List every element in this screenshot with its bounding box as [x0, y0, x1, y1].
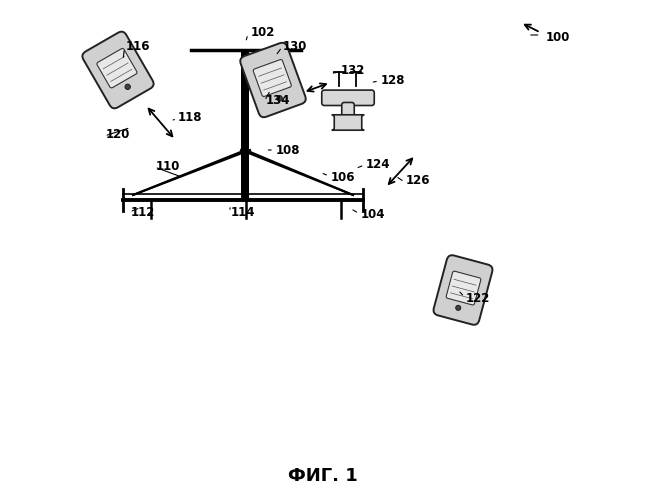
Circle shape — [456, 306, 461, 310]
Circle shape — [125, 84, 130, 89]
Text: 112: 112 — [130, 206, 155, 220]
Text: 106: 106 — [331, 171, 355, 184]
Text: 128: 128 — [380, 74, 405, 86]
Text: 104: 104 — [360, 208, 385, 222]
Text: 126: 126 — [406, 174, 430, 188]
Text: 108: 108 — [275, 144, 300, 156]
Circle shape — [277, 96, 282, 101]
FancyBboxPatch shape — [253, 60, 291, 96]
FancyBboxPatch shape — [342, 102, 354, 118]
Text: 118: 118 — [178, 111, 202, 124]
Text: 124: 124 — [366, 158, 390, 170]
Text: 132: 132 — [340, 64, 365, 78]
FancyBboxPatch shape — [433, 255, 492, 325]
Text: 134: 134 — [266, 94, 290, 106]
Text: 110: 110 — [156, 160, 180, 172]
Bar — [242, 50, 249, 200]
Text: 130: 130 — [283, 40, 307, 52]
Text: 102: 102 — [251, 26, 275, 39]
Text: 120: 120 — [105, 128, 130, 141]
Text: 122: 122 — [466, 292, 490, 304]
Text: 100: 100 — [545, 31, 570, 44]
FancyBboxPatch shape — [97, 48, 137, 88]
FancyBboxPatch shape — [446, 271, 481, 305]
FancyBboxPatch shape — [240, 42, 306, 117]
Text: 114: 114 — [231, 206, 255, 220]
FancyBboxPatch shape — [332, 115, 364, 130]
FancyBboxPatch shape — [322, 90, 374, 106]
FancyBboxPatch shape — [82, 32, 154, 108]
Text: 116: 116 — [125, 40, 150, 54]
Text: ФИГ. 1: ФИГ. 1 — [288, 467, 358, 485]
